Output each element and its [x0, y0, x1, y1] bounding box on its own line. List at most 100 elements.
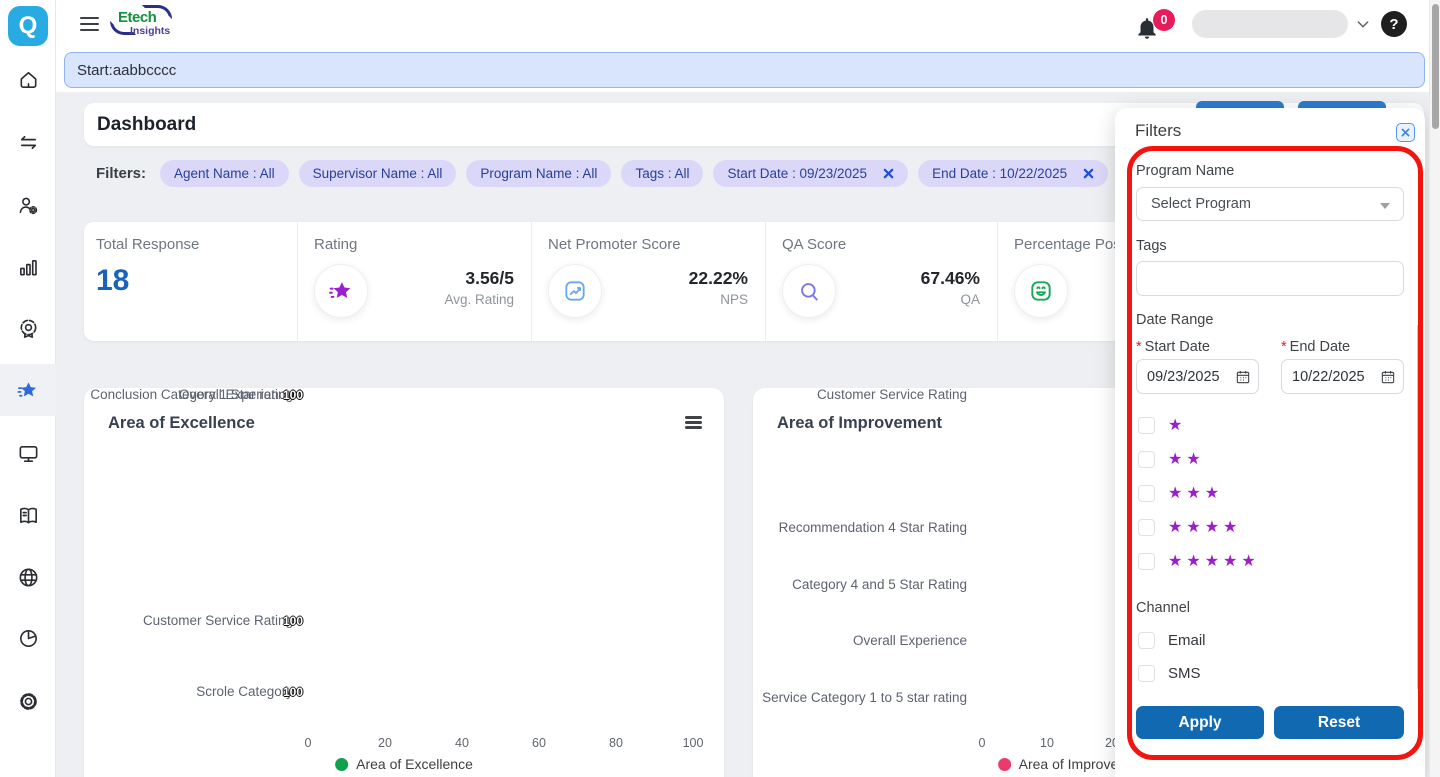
window-scrollbar[interactable] — [1429, 0, 1440, 777]
end-date-label: * End Date — [1281, 339, 1351, 355]
apply-button[interactable]: Apply — [1136, 706, 1264, 739]
help-button[interactable]: ? — [1381, 11, 1407, 37]
checkbox-sms[interactable] — [1138, 665, 1155, 682]
qa-sublabel: QA — [960, 292, 980, 307]
legend-dot — [335, 757, 349, 771]
sidebar-item-transfers[interactable] — [0, 120, 56, 164]
star-icon — [314, 264, 368, 318]
home-icon — [19, 71, 37, 88]
total-response-value: 18 — [96, 264, 130, 297]
x-axis-tick: 10 — [1040, 736, 1054, 750]
smiley-icon — [1014, 264, 1068, 318]
logo-swoosh-bottom — [110, 21, 136, 35]
stat-rating: Rating 3.56/5 Avg. Rating — [297, 222, 531, 341]
filters-panel-title: Filters — [1135, 121, 1182, 140]
logo-text-top: Etech — [118, 9, 157, 26]
nps-sublabel: NPS — [720, 292, 748, 307]
checkbox-2-star[interactable] — [1138, 451, 1155, 468]
star-option-row-3: ★★★ — [1138, 477, 1223, 510]
open-book-icon — [19, 507, 37, 523]
date-range-label: Date Range — [1136, 312, 1214, 328]
tags-input[interactable] — [1136, 261, 1404, 296]
bar-row: Customer Service Rating — [816, 387, 967, 402]
sidebar-item-monitor[interactable] — [0, 431, 56, 475]
star-icons: ★ — [1168, 417, 1187, 434]
sidebar-item-settings[interactable] — [0, 679, 56, 723]
sidebar-item-web[interactable] — [0, 555, 56, 599]
program-select[interactable]: Select Program — [1136, 187, 1404, 221]
sidebar-item-home[interactable] — [0, 57, 56, 101]
bar-row: Scrole Category 100 — [196, 684, 303, 699]
checkbox-5-star[interactable] — [1138, 553, 1155, 570]
gear-icon — [19, 692, 37, 710]
star-icons: ★★★★★ — [1168, 553, 1260, 570]
bar-row: Category 4 and 5 Star Rating — [792, 577, 967, 592]
stat-qa-score: QA Score 67.46% QA — [765, 222, 997, 341]
chevron-down-icon[interactable] — [1354, 16, 1372, 32]
chip-end-date[interactable]: End Date : 10/22/2025 — [918, 159, 1109, 187]
sidebar-item-analytics[interactable] — [0, 245, 56, 289]
globe-icon — [19, 568, 37, 586]
notifications-button[interactable]: 0 — [1134, 9, 1180, 42]
checkbox-email[interactable] — [1138, 632, 1155, 649]
chart-legend: Area of Excellence — [335, 756, 473, 772]
panel-scrollbar[interactable] — [1417, 324, 1422, 690]
star-option-row-1: ★ — [1138, 409, 1186, 442]
channel-label: Channel — [1136, 600, 1191, 616]
bar-chart-icon — [19, 259, 37, 276]
user-settings-icon — [19, 197, 37, 214]
bar-row: Customer Service Rating 100 — [142, 613, 303, 628]
filters-panel: Filters Program Name Select Program Tags… — [1115, 108, 1425, 777]
chip-supervisor-name[interactable]: Supervisor Name : All — [298, 159, 457, 187]
window-scrollbar-thumb[interactable] — [1432, 4, 1439, 129]
hamburger-menu-icon[interactable] — [80, 17, 99, 31]
account-pill[interactable] — [1192, 10, 1348, 38]
chip-close-icon[interactable] — [883, 168, 894, 179]
start-date-input[interactable]: 09/23/2025 — [1136, 359, 1259, 394]
sidebar-item-quality-badge[interactable] — [0, 306, 56, 350]
x-axis-tick: 60 — [532, 736, 546, 750]
monitor-icon — [19, 445, 37, 462]
chevron-down-icon — [1380, 203, 1390, 209]
chart-menu-icon[interactable] — [685, 416, 702, 429]
logo-text-bottom: Insights — [130, 25, 171, 37]
bar-row: Overall Experience 100 — [178, 387, 303, 402]
checkbox-4-star[interactable] — [1138, 519, 1155, 536]
badge-gear-icon — [19, 319, 37, 338]
sidebar-item-knowledge-base[interactable] — [0, 493, 56, 537]
checkbox-3-star[interactable] — [1138, 485, 1155, 502]
channel-email-row: Email — [1138, 624, 1206, 657]
sidebar-item-user-management[interactable] — [0, 183, 56, 227]
sidebar-item-reports[interactable] — [0, 616, 56, 660]
trend-chart-icon — [548, 264, 602, 318]
stat-total-response: Total Response 18 — [96, 236, 200, 297]
chip-close-icon[interactable] — [1083, 168, 1094, 179]
start-date-label: * Start Date — [1136, 339, 1210, 355]
chip-tags[interactable]: Tags : All — [621, 159, 704, 187]
calendar-icon — [1381, 371, 1395, 384]
magnifier-icon — [782, 264, 836, 318]
star-option-row-4: ★★★★ — [1138, 511, 1241, 544]
x-axis-tick: 0 — [978, 736, 986, 750]
bell-icon — [1138, 18, 1156, 39]
rating-sublabel: Avg. Rating — [444, 292, 514, 307]
end-date-input[interactable]: 10/22/2025 — [1281, 359, 1404, 394]
logo-swoosh-top — [142, 5, 172, 19]
sidebar: Q — [0, 0, 56, 777]
etech-insights-logo: Etech Insights — [110, 5, 172, 43]
x-axis-tick: 80 — [609, 736, 623, 750]
chip-program-name[interactable]: Program Name : All — [466, 159, 612, 187]
chip-agent-name[interactable]: Agent Name : All — [160, 159, 289, 187]
x-axis-tick: 100 — [682, 736, 704, 750]
sidebar-item-ratings-active[interactable] — [0, 364, 56, 416]
close-icon[interactable] — [1396, 123, 1415, 142]
star-icons: ★★★ — [1168, 485, 1224, 502]
bar-row: Conclusion Category 1 Star rating 100 — [90, 387, 303, 402]
chip-start-date[interactable]: Start Date : 09/23/2025 — [713, 159, 909, 187]
x-axis-tick: 40 — [455, 736, 469, 750]
star-icon — [16, 381, 36, 397]
qa-value: 67.46% — [920, 268, 980, 288]
nps-value: 22.22% — [688, 268, 748, 288]
checkbox-1-star[interactable] — [1138, 417, 1155, 434]
reset-button[interactable]: Reset — [1274, 706, 1404, 739]
